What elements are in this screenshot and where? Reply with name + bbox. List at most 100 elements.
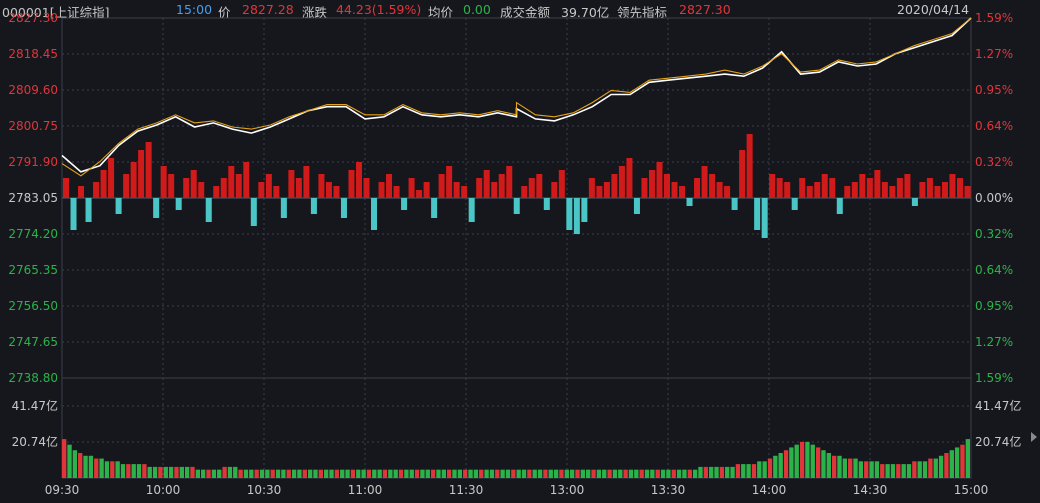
volume-bar: [388, 469, 393, 478]
breadth-bar: [108, 158, 115, 198]
volume-bar: [195, 469, 201, 478]
volume-bar: [307, 469, 313, 478]
volume-bar: [543, 469, 548, 478]
scroll-right-icon[interactable]: [1031, 432, 1037, 442]
breadth-bar: [739, 150, 746, 198]
breadth-bar: [919, 182, 926, 198]
volume-bar: [864, 461, 869, 478]
pct-tick-label: 1.27%: [975, 47, 1013, 61]
breadth-bar: [333, 186, 340, 198]
breadth-bar: [724, 186, 731, 198]
time-tick-label: 11:00: [348, 483, 383, 497]
volume-bar: [580, 469, 586, 478]
volume-bar: [586, 469, 591, 478]
price-tick-label: 2747.65: [8, 335, 58, 349]
breadth-bar: [964, 186, 971, 198]
pct-tick-label: 0.32%: [975, 227, 1013, 241]
breadth-bar: [258, 182, 265, 198]
quote-time: 15:00: [176, 2, 213, 17]
volume-bar: [420, 469, 425, 478]
change-label: 涨跌: [302, 5, 328, 20]
breadth-bar: [280, 198, 287, 218]
breadth-bar: [874, 170, 881, 198]
time-tick-label: 09:30: [45, 483, 80, 497]
volume-bar: [265, 469, 270, 478]
breadth-bar: [949, 174, 956, 198]
volume-bar: [340, 469, 345, 478]
breadth-bar: [100, 170, 107, 198]
breadth-bar: [423, 182, 430, 198]
breadth-bar: [566, 198, 573, 230]
price-value: 2827.28: [242, 2, 294, 17]
price-tick-label: 2738.80: [8, 371, 58, 385]
volume-bar: [644, 469, 650, 478]
breadth-bar: [543, 198, 550, 210]
breadth-bar: [881, 182, 888, 198]
price-tick-label: 2818.45: [8, 47, 58, 61]
volume-bar: [730, 466, 735, 478]
volume-bar: [110, 461, 115, 478]
price-tick-label: 2809.60: [8, 83, 58, 97]
time-tick-label: 13:30: [651, 483, 686, 497]
volume-bar: [692, 469, 698, 478]
volume-bar: [928, 458, 933, 478]
time-tick-label: 15:00: [954, 483, 989, 497]
volume-bar: [104, 461, 110, 478]
volume-bar: [741, 464, 746, 478]
breadth-bar: [416, 190, 423, 198]
volume-bar: [152, 466, 158, 478]
breadth-bar: [603, 182, 610, 198]
breadth-bar: [573, 198, 580, 234]
volume-bar: [938, 455, 944, 478]
volume-bar: [302, 469, 307, 478]
volume-bar: [495, 469, 500, 478]
volume-bar: [500, 469, 505, 478]
breadth-bar: [806, 186, 813, 198]
breadth-bar: [371, 198, 378, 230]
breadth-bar: [521, 186, 528, 198]
volume-bar: [361, 469, 366, 478]
volume-bar: [944, 452, 949, 478]
breadth-bar: [648, 170, 655, 198]
volume-bar: [922, 461, 928, 478]
breadth-bar: [220, 178, 227, 198]
price-line: [61, 17, 972, 173]
breadth-bar: [656, 162, 663, 198]
volume-bar: [532, 469, 537, 478]
volume-bar: [484, 469, 489, 478]
volume-bar: [639, 469, 644, 478]
volume-bar: [356, 469, 361, 478]
index-code-name[interactable]: 000001[上证综指]: [2, 5, 110, 20]
volume-bar: [751, 464, 757, 478]
volume-bar: [409, 469, 414, 478]
breadth-bar: [769, 174, 776, 198]
volume-bar: [634, 469, 639, 478]
breadth-bar: [386, 174, 393, 198]
breadth-bar: [581, 198, 588, 222]
price-tick-label: 2774.20: [8, 227, 58, 241]
breadth-bar: [78, 186, 85, 198]
volume-bar: [826, 452, 831, 478]
volume-bar: [735, 464, 741, 478]
breadth-bar: [633, 198, 640, 214]
breadth-bar: [754, 198, 761, 230]
volume-bar: [799, 441, 805, 478]
volume-bar: [350, 469, 356, 478]
volume-bar: [912, 461, 917, 478]
avg-value: 0.00: [463, 2, 491, 17]
volume-bar: [725, 466, 730, 478]
volume-bar: [393, 469, 398, 478]
time-tick-label: 14:30: [853, 483, 888, 497]
breadth-bar: [483, 170, 490, 198]
volume-bar: [329, 469, 334, 478]
price-tick-label: 2827.30: [8, 11, 58, 25]
price-tick-label: 2791.90: [8, 155, 58, 169]
volume-bar: [136, 464, 142, 478]
breadth-bar: [168, 174, 175, 198]
breadth-bar: [123, 174, 130, 198]
breadth-bar: [663, 174, 671, 198]
volume-bar: [243, 469, 249, 478]
volume-bar: [366, 469, 372, 478]
volume-bar: [126, 464, 131, 478]
